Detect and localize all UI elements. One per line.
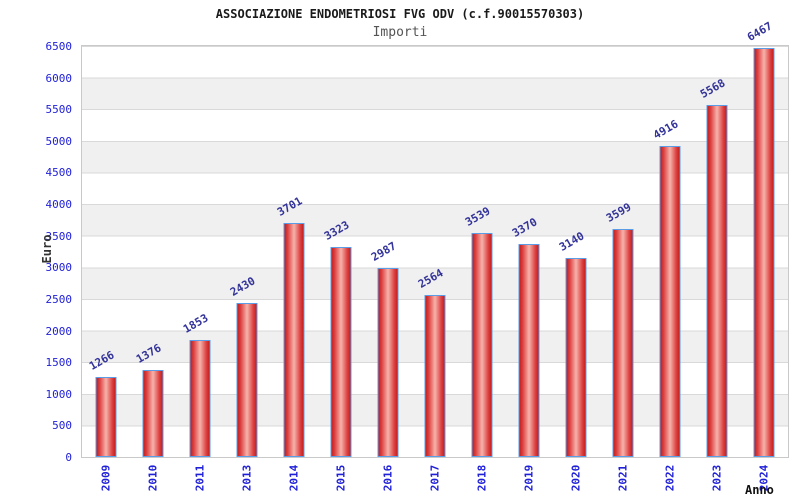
y-tick-label: 4500: [45, 166, 73, 180]
x-tick-label: 2015: [334, 464, 348, 492]
bar: [377, 268, 399, 457]
y-tick-label: 6000: [45, 71, 73, 85]
x-tick-label: 2011: [193, 464, 207, 492]
bar: [471, 233, 493, 457]
bar-value-label: 3539: [463, 204, 493, 229]
y-tick-label: 5000: [45, 134, 73, 148]
bar-slot: 2987 2016: [364, 46, 411, 491]
y-tick-label: 5500: [45, 103, 73, 117]
x-tick-label: 2009: [99, 464, 113, 492]
y-tick-label: 3500: [45, 229, 73, 243]
bar-slot: 1853 2011: [176, 46, 223, 491]
bar-value-label: 3140: [557, 229, 587, 254]
bar-slot: 3701 2014: [270, 46, 317, 491]
bar-slot: 1266 2009: [82, 46, 129, 491]
y-axis-title: Euro: [40, 234, 54, 264]
bar-slot: 3599 2021: [600, 46, 647, 491]
y-tick-label: 4000: [45, 198, 73, 212]
bar: [659, 146, 681, 457]
x-tick-label: 2014: [287, 464, 301, 492]
x-tick-label: 2019: [522, 464, 536, 492]
chart-subtitle: Importi: [372, 25, 428, 40]
bar-slot: 1376 2010: [129, 46, 176, 491]
bar: [518, 244, 540, 457]
bar-slot: 5568 2023: [694, 46, 741, 491]
bar-value-label: 1266: [86, 348, 116, 373]
bar: [95, 377, 117, 457]
x-axis-title: Anno: [745, 483, 774, 497]
bar: [142, 370, 164, 457]
chart-title: ASSOCIAZIONE ENDOMETRIOSI FVG ODV (c.f.9…: [215, 7, 585, 21]
y-tick-label: 1000: [45, 387, 73, 401]
bar-slot: 3323 2015: [317, 46, 364, 491]
bar-value-label: 3323: [321, 218, 352, 243]
y-tick-label: 500: [52, 419, 72, 433]
bar-slot: 3140 2020: [553, 46, 600, 491]
bar-value-label: 2987: [368, 239, 399, 264]
bar: [189, 340, 211, 457]
bar-value-label: 2430: [227, 274, 258, 299]
bar: [565, 258, 587, 457]
bar-value-label: 5568: [698, 76, 728, 101]
bar-slot: 6467 2024: [741, 19, 788, 491]
bar-slot: 2430 2013: [223, 46, 270, 491]
y-tick-label: 1500: [45, 356, 73, 370]
bar-value-label: 1376: [133, 341, 164, 366]
bar-value-label: 3370: [510, 215, 540, 240]
bar: [236, 303, 258, 457]
y-axis: 0 500 1000 1500 2000 2500 3000 3500 4000 4500 5000…: [0, 41, 73, 463]
x-tick-label: 2013: [240, 464, 254, 492]
y-tick-label: 3000: [45, 261, 73, 275]
bar: [753, 48, 775, 457]
bar-slot: 3370 2019: [506, 46, 553, 491]
plot-area: 1266 2009 1376 2010 1853 2011 2430 2013 3701 2014…: [81, 19, 789, 491]
bar-slot: 3539 2018: [459, 46, 506, 491]
x-tick-label: 2023: [710, 464, 724, 492]
bar-value-label: 3701: [274, 194, 305, 219]
bar: [424, 295, 446, 457]
x-tick-label: 2020: [569, 464, 583, 492]
bar: [612, 229, 634, 457]
x-tick-label: 2021: [616, 464, 630, 492]
bar-value-label: 1853: [180, 311, 211, 336]
x-tick-label: 2016: [381, 464, 395, 492]
y-tick-label: 2000: [45, 324, 73, 338]
bar-value-label: 4916: [651, 117, 681, 142]
bar-value-label: 3599: [604, 200, 634, 225]
bar: [330, 247, 352, 457]
x-tick-label: 2010: [146, 464, 160, 492]
y-tick-label: 2500: [45, 292, 73, 306]
y-tick-label: 0: [65, 451, 72, 464]
x-tick-label: 2017: [428, 464, 442, 492]
y-tick-label: 6500: [45, 40, 73, 53]
x-tick-label: 2018: [475, 464, 489, 492]
bar-slot: 4916 2022: [647, 46, 694, 491]
x-tick-label: 2022: [663, 464, 677, 492]
bar: [283, 223, 305, 457]
bar-value-label: 2564: [415, 266, 446, 291]
bar-slot: 2564 2017: [411, 46, 458, 491]
bar: [706, 105, 728, 457]
